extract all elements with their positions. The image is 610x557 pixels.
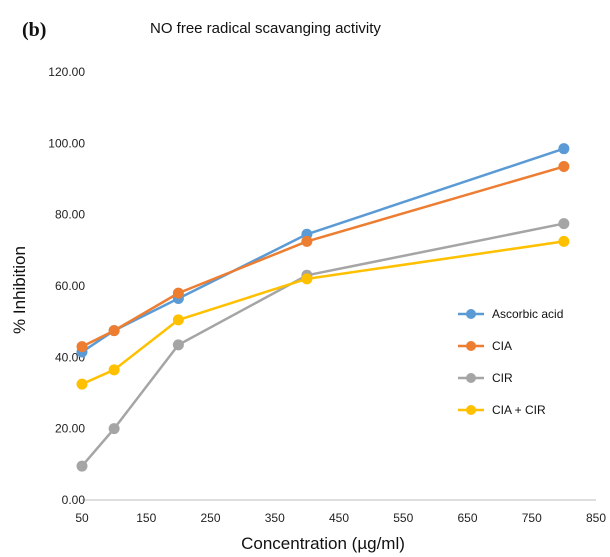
data-point bbox=[76, 341, 88, 353]
x-tick-label: 550 bbox=[393, 511, 413, 525]
data-point bbox=[108, 364, 120, 376]
series-layer bbox=[76, 143, 570, 472]
legend-swatch-marker bbox=[466, 341, 476, 351]
panel-label: (b) bbox=[22, 19, 46, 41]
data-point bbox=[76, 460, 88, 472]
data-point bbox=[301, 235, 313, 247]
x-tick-label: 250 bbox=[200, 511, 220, 525]
series-cia-cir bbox=[76, 235, 570, 390]
legend-label: CIR bbox=[492, 371, 513, 385]
data-point bbox=[172, 287, 184, 299]
legend-label: CIA bbox=[492, 339, 512, 353]
x-tick-label: 850 bbox=[586, 511, 606, 525]
series-line bbox=[81, 147, 565, 354]
data-point bbox=[558, 218, 570, 230]
legend-swatch-marker bbox=[466, 405, 476, 415]
x-tick-label: 750 bbox=[522, 511, 542, 525]
x-tick-label: 150 bbox=[136, 511, 156, 525]
data-point bbox=[172, 314, 184, 326]
y-axis-title: % Inhibition bbox=[10, 246, 29, 334]
y-tick-label: 100.00 bbox=[48, 136, 85, 150]
y-tick-label: 0.00 bbox=[62, 493, 86, 507]
axes: 50 150 250 350 450 550 650 750 8500.0020.0040.00… bbox=[48, 65, 606, 525]
series-cia bbox=[76, 161, 570, 353]
data-point bbox=[558, 143, 570, 155]
y-tick-label: 80.00 bbox=[55, 208, 85, 222]
chart-title: NO free radical scavanging activity bbox=[150, 20, 381, 37]
data-point bbox=[301, 273, 313, 285]
data-point bbox=[76, 378, 88, 390]
legend: Ascorbic acid CIA CIR CIA + CIR bbox=[458, 307, 563, 417]
y-tick-label: 20.00 bbox=[55, 422, 85, 436]
legend-swatch-marker bbox=[466, 373, 476, 383]
y-tick-label: 60.00 bbox=[55, 279, 85, 293]
legend-label: Ascorbic acid bbox=[492, 307, 563, 321]
y-tick-label: 120.00 bbox=[48, 65, 85, 79]
x-axis-title: Concentration (µg/ml) bbox=[241, 534, 405, 553]
data-point bbox=[558, 235, 570, 247]
x-tick-label: 350 bbox=[265, 511, 285, 525]
data-point bbox=[108, 325, 120, 337]
data-point bbox=[108, 423, 120, 435]
data-point bbox=[172, 339, 184, 351]
data-point bbox=[558, 161, 570, 173]
x-tick-label: 650 bbox=[457, 511, 477, 525]
legend-swatch-marker bbox=[466, 309, 476, 319]
x-tick-label: 50 bbox=[75, 511, 89, 525]
legend-label: CIA + CIR bbox=[492, 403, 546, 417]
x-tick-label: 450 bbox=[329, 511, 349, 525]
